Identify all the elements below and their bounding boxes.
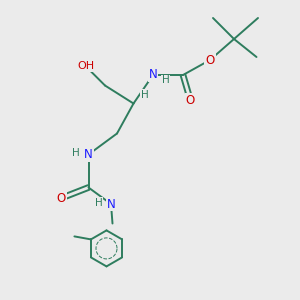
Text: O: O — [206, 53, 214, 67]
Text: H: H — [72, 148, 80, 158]
Text: N: N — [84, 148, 93, 161]
Text: O: O — [57, 191, 66, 205]
Text: H: H — [162, 75, 170, 85]
Text: O: O — [186, 94, 195, 107]
Text: N: N — [106, 197, 116, 211]
Text: H: H — [141, 90, 149, 100]
Text: H: H — [94, 197, 102, 208]
Text: N: N — [148, 68, 158, 82]
Text: OH: OH — [77, 61, 94, 71]
